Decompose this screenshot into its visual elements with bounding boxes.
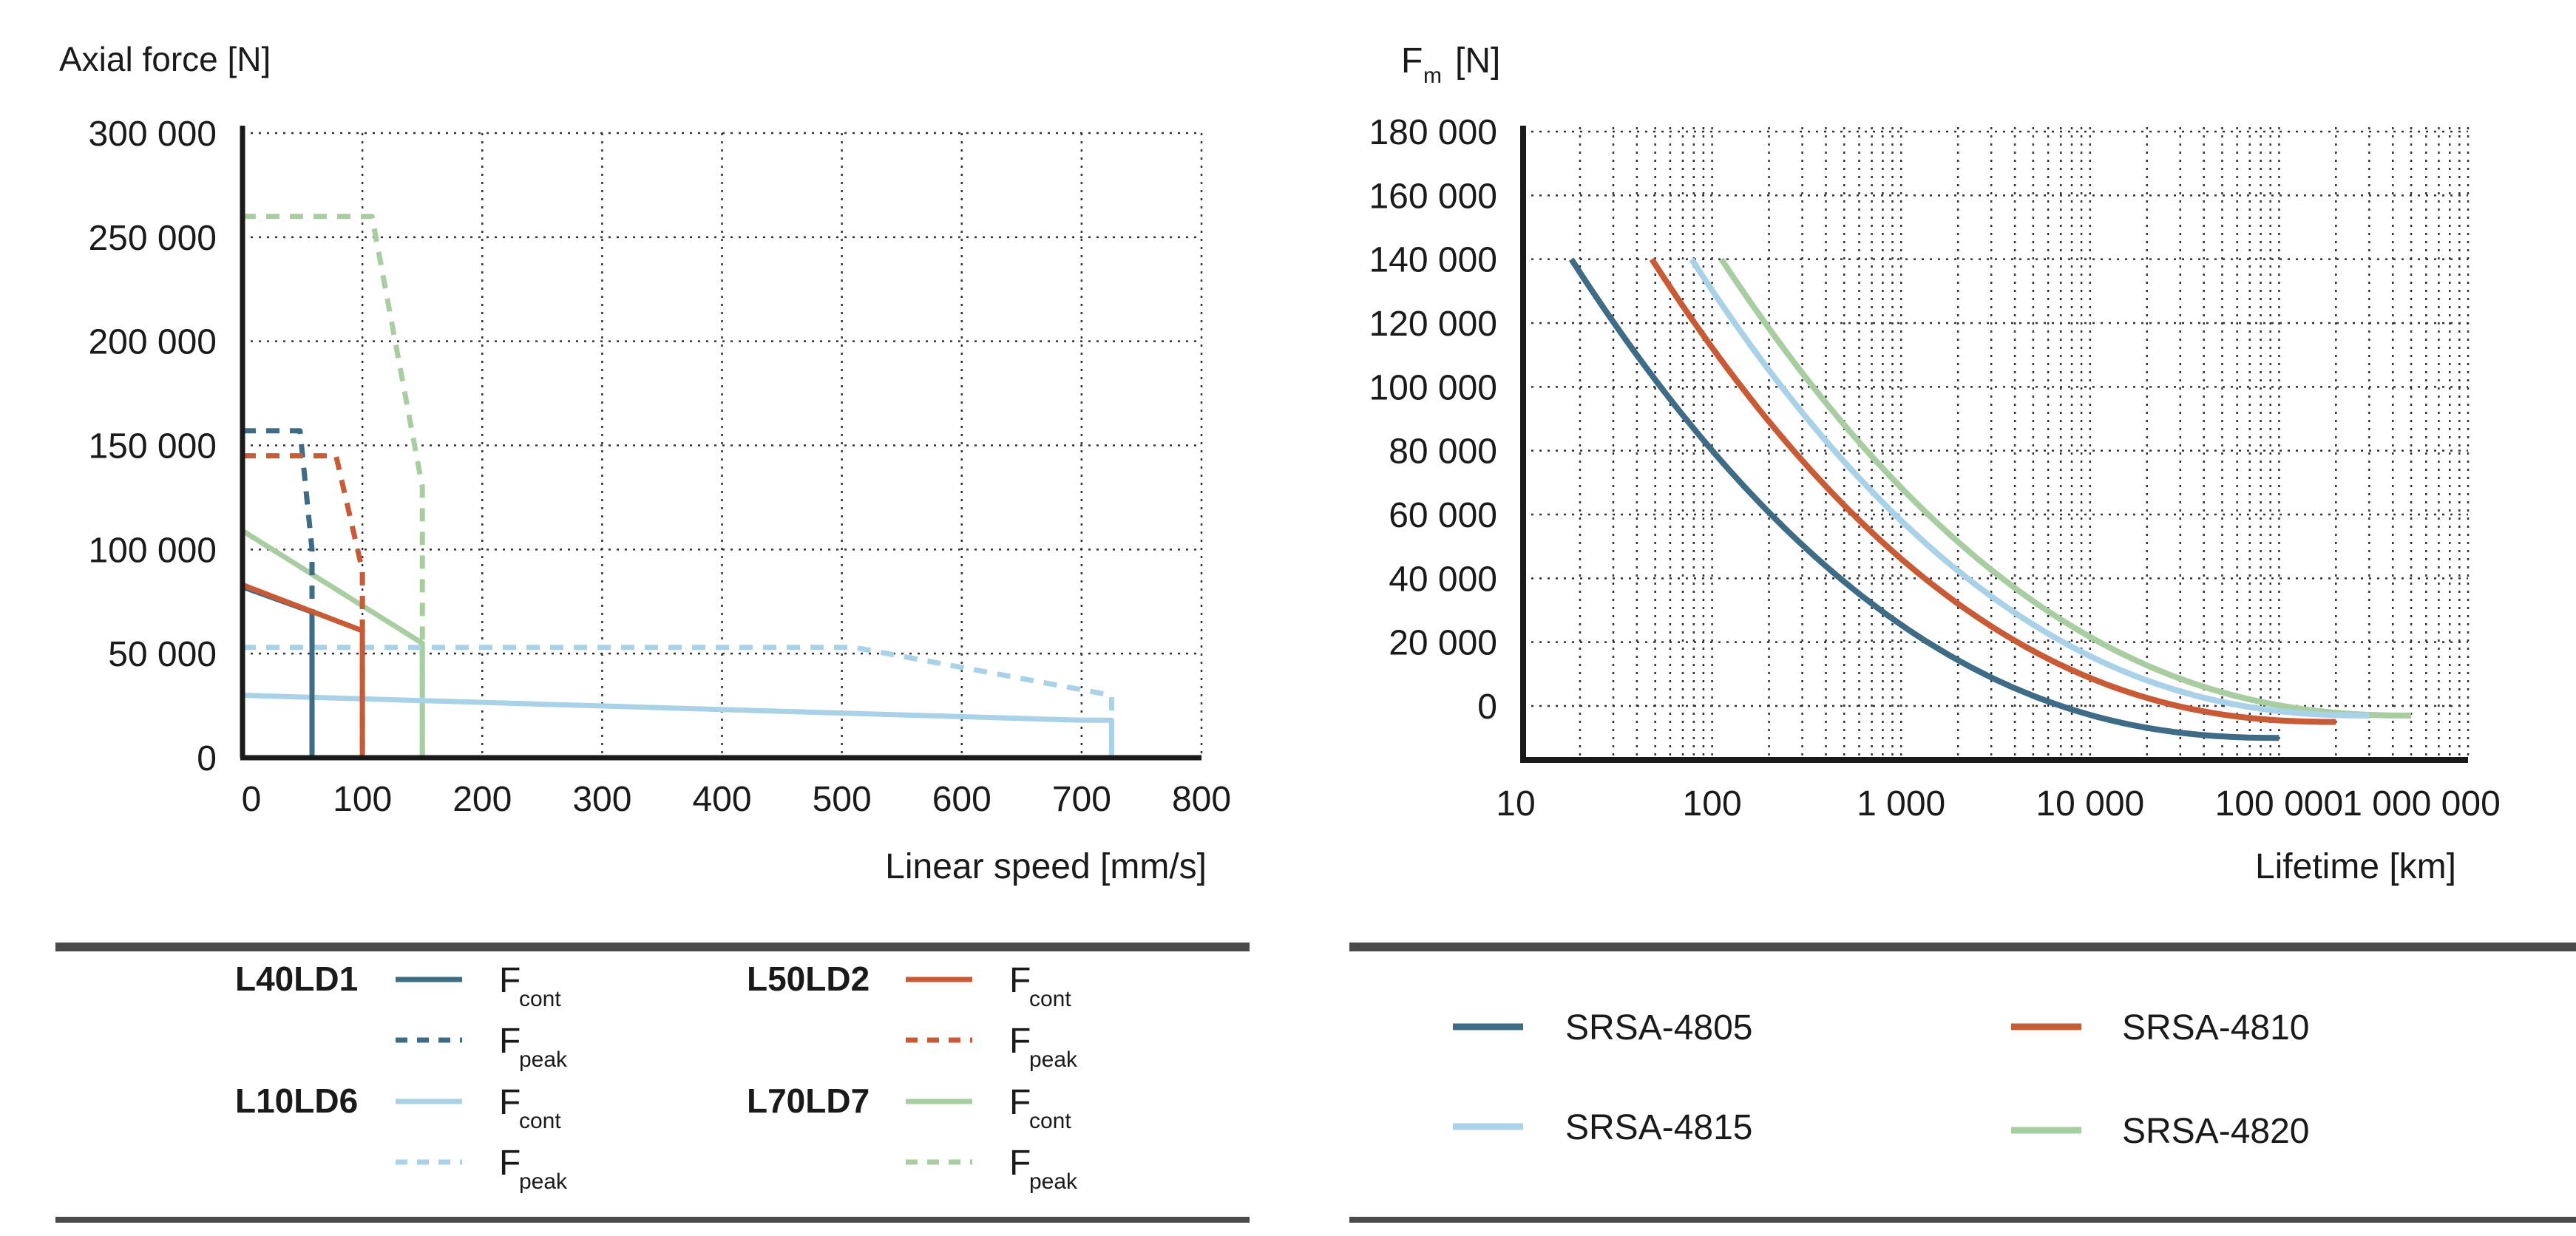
legend-series-name: SRSA-4810: [2122, 1008, 2309, 1047]
legend-cont-sub: cont: [1029, 1109, 1071, 1133]
legend-series-name: SRSA-4815: [1565, 1108, 1752, 1147]
series-l40ld1-cont: [241, 584, 315, 758]
left-y-axis-title: Axial force [N]: [59, 40, 271, 78]
legend-series-name: L70LD7: [747, 1082, 870, 1120]
legend-entry-srsa-4815: SRSA-4815: [1453, 1108, 1752, 1147]
left-y-tick-labels: 0 50 000 100 000 150 000 200 000 250 000 300 0…: [88, 115, 217, 778]
left-x-tick-label: 100: [333, 780, 392, 819]
series-l50ld2-peak: [243, 453, 365, 758]
left-y-tick-label: 0: [197, 739, 217, 778]
legend-series-name: SRSA-4805: [1565, 1008, 1752, 1047]
legend-entry-srsa-4820: SRSA-4820: [2011, 1112, 2309, 1151]
right-x-tick-label: 10: [1496, 784, 1535, 824]
right-y-axis-title-main: F: [1401, 41, 1423, 81]
right-y-tick-label: 100 000: [1369, 368, 1497, 407]
legend-cont-label: F: [499, 961, 521, 1000]
series-srsa-4810: [1649, 257, 2336, 725]
right-x-tick-label: 100 000: [2215, 784, 2344, 824]
legend-series-name: L50LD2: [747, 960, 870, 998]
legend-series-name: L40LD1: [235, 960, 358, 998]
right-x-tick-label: 1 000 000: [2342, 784, 2501, 824]
series-l10ld6-cont: [242, 693, 1114, 758]
series-l70ld7-peak: [243, 214, 425, 758]
legend-peak-sub: peak: [1029, 1047, 1078, 1072]
legend-cont-label: F: [499, 1083, 521, 1122]
legend-peak-label: F: [499, 1022, 521, 1061]
series-srsa-4820: [1718, 257, 2412, 719]
right-y-tick-label: 80 000: [1389, 432, 1497, 472]
legend-cont-sub: cont: [519, 987, 561, 1011]
series-l40ld1-peak: [243, 428, 315, 758]
left-x-tick-label: 300: [572, 780, 631, 819]
legend-peak-sub: peak: [519, 1047, 568, 1072]
left-x-tick-label: 200: [453, 780, 512, 819]
left-x-tick-label: 800: [1172, 780, 1231, 819]
right-y-tick-label: 140 000: [1369, 241, 1497, 280]
left-chart: 0 50 000 100 000 150 000 200 000 250 000 300 0…: [59, 40, 1231, 886]
right-chart-series: [1568, 257, 2412, 741]
right-y-axis-title-unit: [N]: [1455, 41, 1500, 81]
left-chart-grid: [243, 132, 1203, 758]
legend-peak-sub: peak: [519, 1169, 568, 1194]
right-y-tick-label: 120 000: [1369, 305, 1497, 344]
right-y-tick-label: 0: [1477, 687, 1497, 727]
right-y-tick-label: 20 000: [1389, 624, 1497, 663]
right-y-tick-label: 40 000: [1389, 560, 1497, 599]
left-x-tick-label: 0: [242, 780, 262, 819]
right-x-axis-title: Lifetime [km]: [2255, 847, 2456, 886]
legend-cont-sub: cont: [1029, 987, 1071, 1011]
series-l10ld6-peak: [243, 645, 1114, 758]
series-srsa-4815: [1689, 257, 2370, 719]
right-chart: 0 20 000 40 000 60 000 80 000 100 000 120 000 1…: [1369, 41, 2500, 886]
legend-peak-label: F: [499, 1144, 521, 1183]
right-y-axis-title: F m [N]: [1401, 41, 1500, 88]
left-x-tick-labels: 0 100 200 300 400 500 600 700 800: [242, 780, 1231, 819]
series-l70ld7-cont: [241, 529, 425, 758]
legend-series-name: L10LD6: [235, 1082, 358, 1120]
legend-cont-label: F: [1009, 1083, 1031, 1122]
left-y-tick-label: 50 000: [108, 635, 217, 674]
legend-entry-srsa-4810: SRSA-4810: [2011, 1008, 2309, 1047]
left-x-tick-label: 500: [813, 780, 872, 819]
left-y-tick-label: 100 000: [88, 531, 217, 570]
left-x-axis-title: Linear speed [mm/s]: [885, 847, 1207, 886]
left-y-tick-label: 250 000: [88, 219, 217, 258]
left-x-tick-label: 600: [932, 780, 992, 819]
left-y-tick-label: 300 000: [88, 115, 217, 154]
legend-cont-label: F: [1009, 961, 1031, 1000]
right-legend: SRSA-4805 SRSA-4810 SRSA-4815 SRSA-4820: [1453, 1008, 2309, 1151]
legend-peak-sub: peak: [1029, 1169, 1078, 1194]
right-x-tick-labels: 10 100 1 000 10 000 100 000 1 000 000: [1496, 784, 2500, 824]
series-srsa-4805: [1568, 257, 2280, 741]
right-chart-grid: [1523, 127, 2470, 760]
legend-entry-srsa-4805: SRSA-4805: [1453, 1008, 1752, 1047]
right-x-tick-label: 10 000: [2036, 784, 2144, 824]
right-y-tick-label: 180 000: [1369, 113, 1497, 152]
legend-peak-label: F: [1009, 1144, 1031, 1183]
left-y-tick-label: 200 000: [88, 323, 217, 362]
left-chart-series: [241, 214, 1114, 758]
legend-peak-label: F: [1009, 1022, 1031, 1061]
left-x-tick-label: 700: [1052, 780, 1111, 819]
left-y-tick-label: 150 000: [88, 427, 217, 466]
right-y-tick-labels: 0 20 000 40 000 60 000 80 000 100 000 120 000 1…: [1369, 113, 1497, 727]
left-x-tick-label: 400: [692, 780, 751, 819]
right-y-tick-label: 160 000: [1369, 177, 1497, 216]
legend-series-name: SRSA-4820: [2122, 1112, 2309, 1151]
right-x-tick-label: 100: [1683, 784, 1742, 824]
right-x-tick-label: 1 000: [1857, 784, 1945, 824]
right-y-axis-title-sub: m: [1423, 64, 1442, 88]
legend-cont-sub: cont: [519, 1109, 561, 1133]
right-y-tick-label: 60 000: [1389, 496, 1497, 535]
